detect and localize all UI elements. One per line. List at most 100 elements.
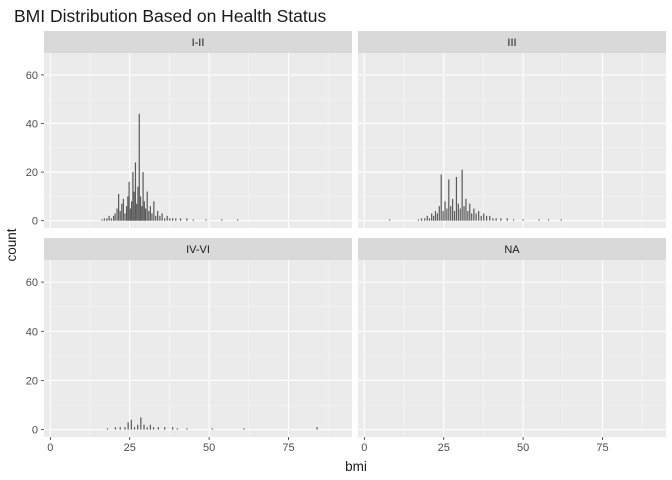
histogram-bar — [152, 427, 155, 430]
histogram-bar — [463, 206, 465, 221]
histogram-bar — [157, 427, 159, 430]
histogram-bar — [436, 213, 438, 221]
histogram-bar — [141, 206, 143, 221]
histogram-bar — [461, 169, 463, 221]
histogram-bar — [114, 427, 117, 430]
histogram-bar — [166, 215, 168, 221]
histogram-bar — [114, 213, 116, 221]
histogram-bar — [149, 424, 151, 430]
y-axis-label: count — [4, 228, 19, 261]
y-tick-label: 0 — [32, 216, 38, 228]
histogram-bar — [186, 218, 188, 221]
histogram-bar — [475, 213, 477, 221]
histogram-bar — [469, 203, 471, 221]
histogram-bar — [131, 201, 133, 221]
histogram-bar — [142, 172, 144, 221]
histogram-bar — [446, 208, 448, 221]
histogram-bar — [125, 206, 128, 221]
histogram-bar — [161, 213, 163, 221]
histogram-bar — [221, 219, 223, 221]
histogram-bar — [145, 208, 147, 221]
histogram-bar — [106, 428, 109, 430]
facet-strip-label: III — [507, 37, 516, 49]
histogram-bar — [129, 208, 131, 221]
histogram-bar — [146, 427, 148, 430]
histogram-bar — [426, 215, 428, 221]
y-tick-label: 60 — [26, 70, 38, 82]
histogram-bar — [133, 191, 135, 221]
histogram-bar — [133, 427, 136, 430]
histogram-bar — [176, 428, 178, 430]
y-tick-label: 40 — [26, 326, 38, 338]
histogram-bar — [442, 210, 444, 221]
histogram-bar — [478, 210, 480, 221]
histogram-bar — [192, 219, 194, 221]
histogram-bar — [450, 206, 452, 221]
histogram-bar — [538, 219, 540, 221]
histogram-bar — [512, 219, 515, 221]
histogram-bar — [127, 196, 129, 221]
y-tick-label: 20 — [26, 167, 38, 179]
histogram-bar — [153, 201, 155, 221]
facet-panel-iv-vi: IV-VI 0 20 40 60 0 25 50 75 — [26, 238, 352, 454]
histogram-bar — [137, 186, 139, 221]
histogram-bar — [495, 218, 497, 221]
histogram-bar — [420, 218, 423, 221]
facet-strip — [358, 238, 666, 260]
histogram-bar — [149, 206, 151, 221]
histogram-bar — [136, 203, 138, 221]
histogram-bar — [205, 219, 207, 221]
y-tick-label: 20 — [26, 375, 38, 387]
histogram-bar — [522, 219, 524, 221]
panel-background — [358, 53, 666, 228]
histogram-bar — [132, 172, 134, 221]
histogram-bar — [127, 422, 129, 430]
histogram-bar — [179, 218, 182, 221]
histogram-bar — [448, 179, 450, 221]
histogram-bar — [134, 162, 137, 221]
histogram-bar — [452, 198, 454, 221]
histogram-bar — [130, 419, 132, 430]
histogram-bar — [547, 219, 550, 221]
histogram-bar — [483, 213, 485, 221]
histogram-bar — [101, 219, 103, 221]
histogram-bar — [211, 428, 213, 430]
histogram-bar — [137, 424, 139, 430]
histogram-bar — [560, 219, 562, 221]
histogram-bar — [119, 427, 121, 430]
histogram-bar — [438, 206, 440, 221]
histogram-bar — [473, 208, 475, 221]
panel-background — [358, 260, 666, 437]
histogram-bar — [148, 210, 150, 221]
histogram-bar — [103, 218, 105, 221]
facet-strip-label: I-II — [192, 37, 205, 49]
facet-panel-i-ii: I-II 0 20 40 60 — [26, 31, 352, 228]
facet-strip — [44, 238, 352, 260]
histogram-bar — [453, 210, 456, 221]
histogram-bar — [455, 176, 458, 221]
histogram-bar — [140, 417, 142, 430]
histogram-bar — [444, 201, 446, 221]
histogram-bar — [112, 215, 115, 221]
histogram-bar — [139, 196, 142, 221]
histogram-bar — [138, 113, 140, 221]
histogram-bar — [417, 219, 419, 221]
histogram-bar — [459, 208, 461, 221]
x-axis-label: bmi — [345, 459, 367, 474]
histogram-bar — [121, 203, 123, 221]
x-tick-label: 50 — [203, 442, 215, 454]
histogram-bar — [151, 213, 153, 221]
histogram-bar — [471, 213, 473, 221]
histogram-bar — [164, 427, 166, 430]
x-tick-label: 0 — [361, 442, 367, 454]
histogram-bar — [118, 193, 120, 221]
histogram-bar — [143, 424, 145, 430]
histogram-bar — [465, 198, 467, 221]
facet-panels: I-II 0 20 40 60 III IV-VI 0 20 40 60 0 25 50 75 NA 0 25 50… — [26, 31, 666, 454]
histogram-bar — [122, 198, 124, 221]
histogram-bar — [243, 428, 245, 430]
histogram-bar — [424, 218, 426, 221]
histogram-bar — [480, 215, 482, 221]
x-tick-label: 0 — [47, 442, 53, 454]
